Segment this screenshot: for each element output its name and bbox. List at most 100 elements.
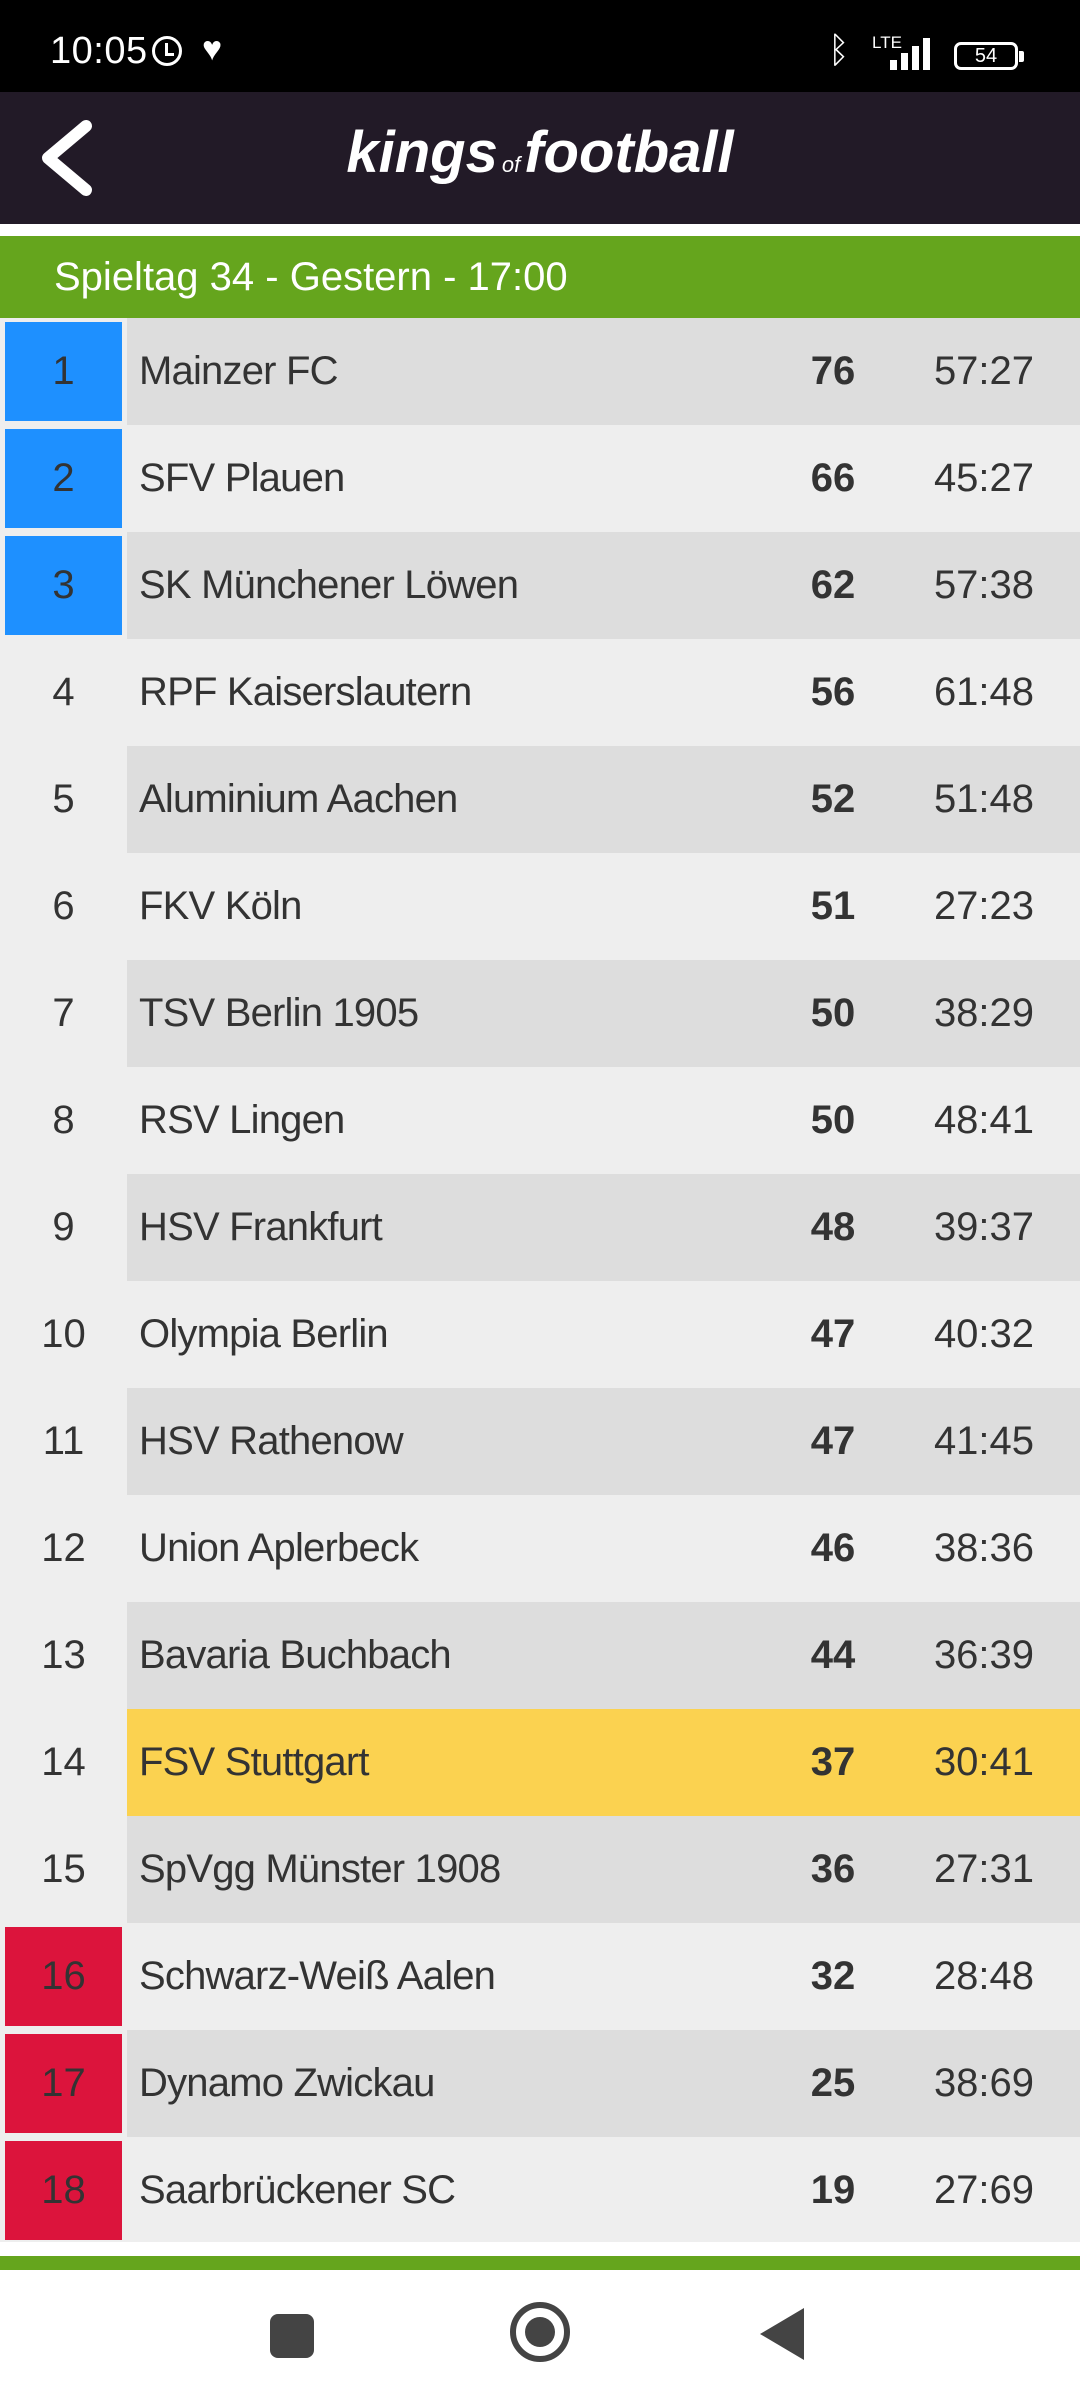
promotion-badge: [5, 536, 122, 635]
promotion-badge: [5, 429, 122, 528]
rank-number: 6: [52, 884, 75, 928]
table-row[interactable]: 11 HSV Rathenow 47 41:45: [0, 1388, 1080, 1495]
table-row[interactable]: 17 Dynamo Zwickau 25 38:69: [0, 2030, 1080, 2137]
team-goals: 38:69: [888, 2030, 1080, 2137]
team-points: 19: [778, 2137, 888, 2244]
table-row[interactable]: 12 Union Aplerbeck 46 38:36: [0, 1495, 1080, 1602]
rank-number: 1: [52, 349, 75, 393]
system-nav-bar: [0, 2270, 1080, 2400]
team-goals: 41:45: [888, 1388, 1080, 1495]
rank-number: 16: [41, 1954, 86, 1998]
team-name: RPF Kaiserslautern: [127, 639, 778, 746]
back-button[interactable]: [30, 112, 120, 204]
team-goals: 27:69: [888, 2137, 1080, 2244]
table-row[interactable]: 9 HSV Frankfurt 48 39:37: [0, 1174, 1080, 1281]
team-goals: 57:27: [888, 318, 1080, 425]
team-name: Bavaria Buchbach: [127, 1602, 778, 1709]
rank-number: 2: [52, 456, 75, 500]
rank-cell: 5: [0, 746, 127, 853]
status-bar: 10:05 ♥ ᛒ LTE 54: [0, 0, 1080, 92]
system-back-button[interactable]: [760, 2308, 804, 2360]
table-row[interactable]: 5 Aluminium Aachen 52 51:48: [0, 746, 1080, 853]
team-goals: 48:41: [888, 1067, 1080, 1174]
rank-cell: 3: [0, 532, 127, 639]
rank-cell: 13: [0, 1602, 127, 1709]
table-row[interactable]: 13 Bavaria Buchbach 44 36:39: [0, 1602, 1080, 1709]
team-points: 52: [778, 746, 888, 853]
table-row[interactable]: 14 FSV Stuttgart 37 30:41: [0, 1709, 1080, 1816]
rank-cell: 9: [0, 1174, 127, 1281]
logo-football: football: [524, 120, 734, 185]
logo-kings: kings: [346, 120, 498, 185]
team-name: SFV Plauen: [127, 425, 778, 532]
team-goals: 38:29: [888, 960, 1080, 1067]
team-name: TSV Berlin 1905: [127, 960, 778, 1067]
rank-cell: 6: [0, 853, 127, 960]
team-goals: 27:31: [888, 1816, 1080, 1923]
team-points: 46: [778, 1495, 888, 1602]
rank-number: 13: [41, 1633, 86, 1677]
team-points: 48: [778, 1174, 888, 1281]
team-goals: 40:32: [888, 1281, 1080, 1388]
bluetooth-icon: ᛒ: [828, 29, 850, 70]
table-footer-gap: [0, 2242, 1080, 2256]
rank-cell: 7: [0, 960, 127, 1067]
app-logo: kings offootball: [0, 118, 1080, 200]
rank-cell: 15: [0, 1816, 127, 1923]
team-name: Saarbrückener SC: [127, 2137, 778, 2244]
network-type: LTE: [872, 33, 902, 52]
rank-cell: 16: [0, 1923, 127, 2030]
rank-cell: 1: [0, 318, 127, 425]
rank-cell: 17: [0, 2030, 127, 2137]
table-row[interactable]: 1 Mainzer FC 76 57:27: [0, 318, 1080, 425]
rank-number: 18: [41, 2168, 86, 2212]
team-goals: 57:38: [888, 532, 1080, 639]
table-row[interactable]: 2 SFV Plauen 66 45:27: [0, 425, 1080, 532]
table-row[interactable]: 8 RSV Lingen 50 48:41: [0, 1067, 1080, 1174]
team-goals: 30:41: [888, 1709, 1080, 1816]
rank-number: 5: [52, 777, 75, 821]
table-row[interactable]: 18 Saarbrückener SC 19 27:69: [0, 2137, 1080, 2244]
table-row[interactable]: 7 TSV Berlin 1905 50 38:29: [0, 960, 1080, 1067]
team-goals: 38:36: [888, 1495, 1080, 1602]
table-row[interactable]: 6 FKV Köln 51 27:23: [0, 853, 1080, 960]
team-name: Schwarz-Weiß Aalen: [127, 1923, 778, 2030]
team-name: SpVgg Münster 1908: [127, 1816, 778, 1923]
home-button[interactable]: [510, 2302, 570, 2362]
app-header: kings offootball: [0, 92, 1080, 224]
team-name: FKV Köln: [127, 853, 778, 960]
table-row[interactable]: 3 SK Münchener Löwen 62 57:38: [0, 532, 1080, 639]
team-points: 51: [778, 853, 888, 960]
team-name: HSV Rathenow: [127, 1388, 778, 1495]
team-goals: 28:48: [888, 1923, 1080, 2030]
rank-number: 7: [52, 991, 75, 1035]
rank-cell: 14: [0, 1709, 127, 1816]
team-points: 47: [778, 1388, 888, 1495]
matchday-banner: Spieltag 34 - Gestern - 17:00: [0, 236, 1080, 318]
table-row[interactable]: 15 SpVgg Münster 1908 36 27:31: [0, 1816, 1080, 1923]
team-name: HSV Frankfurt: [127, 1174, 778, 1281]
rank-cell: 11: [0, 1388, 127, 1495]
rank-cell: 4: [0, 639, 127, 746]
team-goals: 51:48: [888, 746, 1080, 853]
team-name: Mainzer FC: [127, 318, 778, 425]
rank-cell: 12: [0, 1495, 127, 1602]
relegation-badge: [5, 1927, 122, 2026]
team-points: 25: [778, 2030, 888, 2137]
table-row[interactable]: 16 Schwarz-Weiß Aalen 32 28:48: [0, 1923, 1080, 2030]
status-time: 10:05: [50, 30, 148, 72]
alarm-icon: [152, 36, 182, 66]
table-row[interactable]: 4 RPF Kaiserslautern 56 61:48: [0, 639, 1080, 746]
rank-number: 9: [52, 1205, 75, 1249]
standings-table: 1 Mainzer FC 76 57:27 2 SFV Plauen 66 45:27 3 SK …: [0, 318, 1080, 2244]
team-name: RSV Lingen: [127, 1067, 778, 1174]
recents-button[interactable]: [270, 2314, 314, 2358]
back-chevron-icon: [42, 120, 92, 196]
rank-number: 17: [41, 2061, 86, 2105]
team-name: FSV Stuttgart: [127, 1709, 778, 1816]
battery-icon: 54: [954, 42, 1024, 70]
table-row[interactable]: 10 Olympia Berlin 47 40:32: [0, 1281, 1080, 1388]
rank-cell: 18: [0, 2137, 127, 2244]
team-points: 76: [778, 318, 888, 425]
heart-icon: ♥: [202, 30, 223, 68]
